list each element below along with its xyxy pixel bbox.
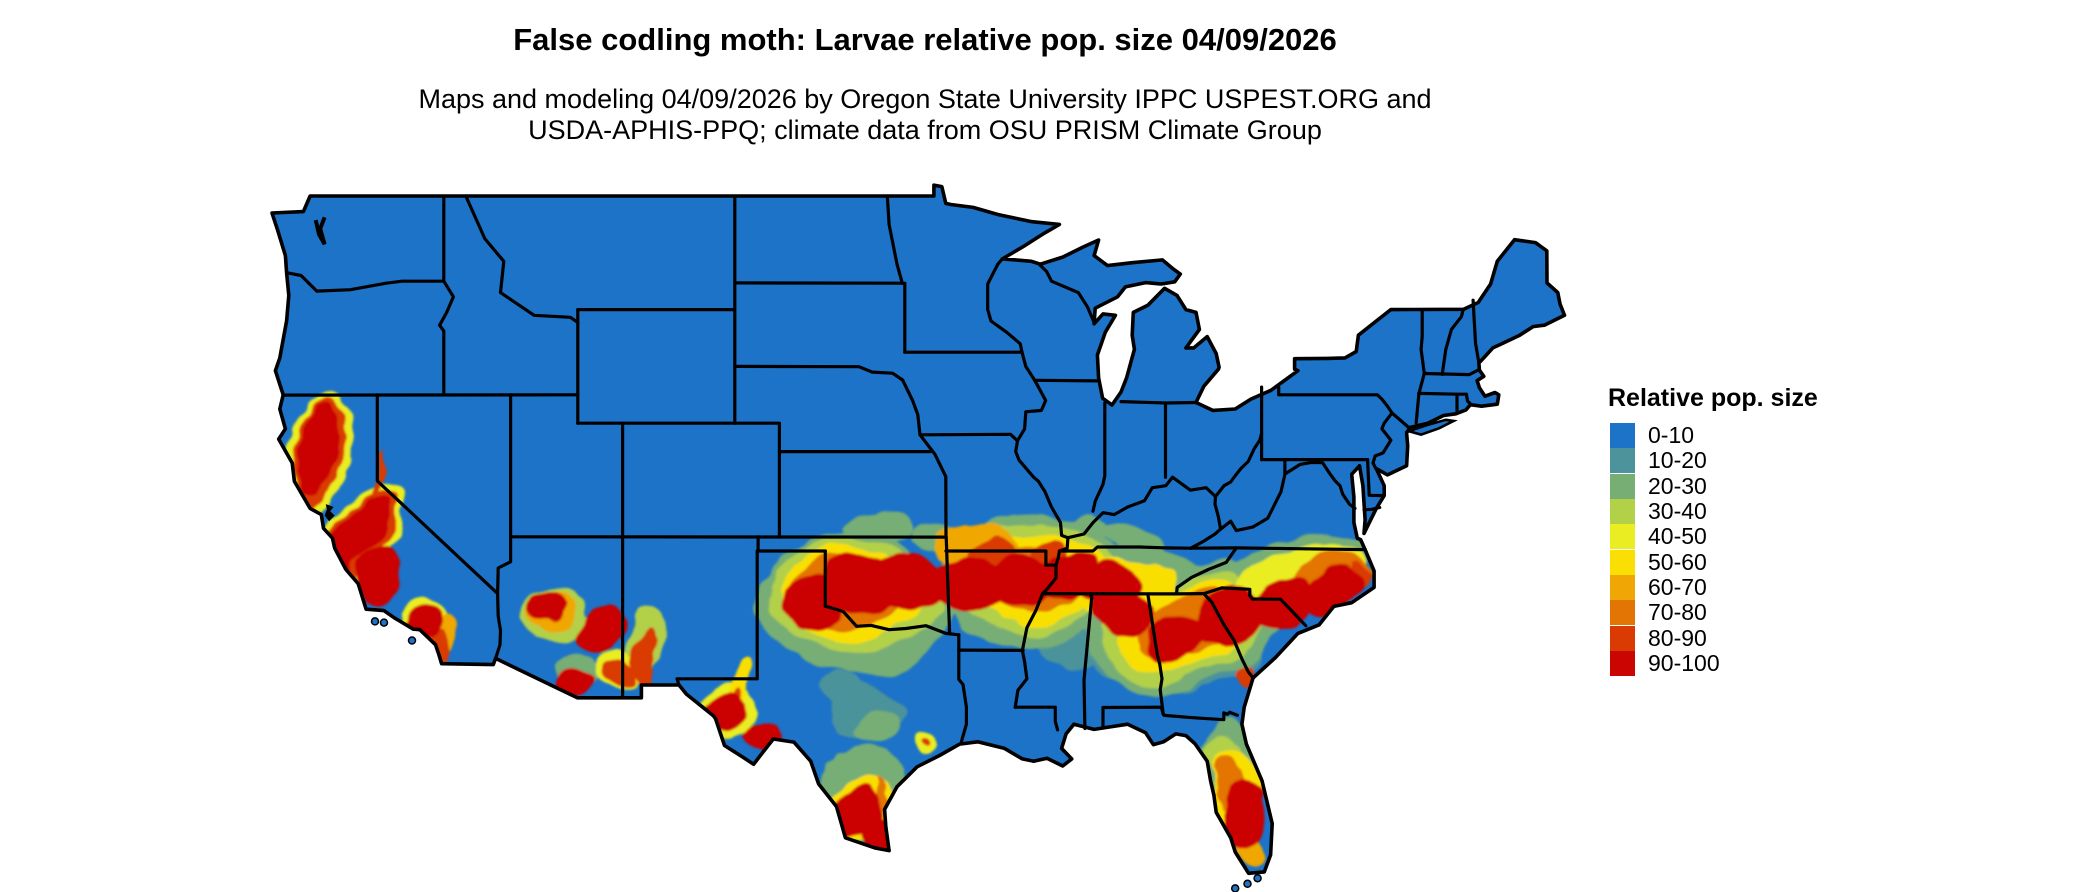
legend-swatch-5	[1610, 549, 1635, 575]
legend-swatch-1	[1610, 448, 1635, 474]
legend-label-8: 80-90	[1648, 624, 1707, 651]
legend-item-20-30: 20-30	[1608, 472, 1818, 499]
legend-title: Relative pop. size	[1608, 384, 1818, 412]
subtitle: Maps and modeling 04/09/2026 by Oregon S…	[0, 84, 1850, 146]
subtitle-line-1: Maps and modeling 04/09/2026 by Oregon S…	[418, 84, 1432, 114]
legend-label-0: 0-10	[1648, 422, 1695, 449]
legend-item-10-20: 10-20	[1608, 447, 1818, 474]
subtitle-line-2: USDA-APHIS-PPQ; climate data from OSU PR…	[528, 115, 1322, 145]
island-dot	[1243, 879, 1252, 889]
legend-swatch-9	[1610, 650, 1635, 676]
legend-swatch-6	[1610, 574, 1635, 600]
island-dot	[1230, 884, 1240, 892]
legend-rows: 0-10 10-20 20-30 30-40 40-50 50-60 60-70 70-80 8…	[1608, 422, 1818, 676]
legend-label-5: 50-60	[1648, 548, 1707, 575]
island-dot	[1253, 873, 1262, 883]
legend-swatch-2	[1610, 473, 1635, 499]
page-title: False codling moth: Larvae relative pop.…	[513, 22, 1337, 57]
land-fill	[272, 185, 1565, 874]
legend-item-70-80: 70-80	[1608, 599, 1818, 626]
island-dot	[407, 636, 417, 645]
island-dot	[379, 618, 389, 627]
state-borders	[281, 194, 1481, 743]
legend-item-30-40: 30-40	[1608, 498, 1818, 525]
san-francisco-bay	[324, 504, 335, 522]
legend-label-2: 20-30	[1648, 472, 1707, 499]
legend-swatch-3	[1610, 499, 1635, 525]
legend-item-40-50: 40-50	[1608, 523, 1818, 550]
legend-swatch-0	[1610, 423, 1635, 449]
legend-label-7: 70-80	[1648, 599, 1707, 626]
puget-sound	[313, 216, 327, 246]
legend-item-80-90: 80-90	[1608, 624, 1818, 651]
legend-swatch-4	[1610, 524, 1635, 550]
legend: Relative pop. size 0-10 10-20 20-30 30-40 40…	[1608, 384, 1818, 676]
coastline	[270, 183, 1567, 876]
long-island	[1404, 418, 1458, 436]
legend-label-6: 60-70	[1648, 573, 1707, 600]
legend-label-1: 10-20	[1648, 447, 1707, 474]
legend-label-4: 40-50	[1648, 523, 1707, 550]
legend-swatch-8	[1610, 625, 1635, 651]
island-dot	[370, 617, 380, 626]
legend-item-0-10: 0-10	[1608, 422, 1818, 449]
legend-item-90-100: 90-100	[1608, 649, 1818, 676]
legend-label-9: 90-100	[1648, 649, 1720, 676]
legend-swatch-7	[1610, 600, 1635, 626]
legend-item-50-60: 50-60	[1608, 548, 1818, 575]
legend-label-3: 30-40	[1648, 498, 1707, 525]
heat-raster	[285, 387, 1370, 867]
legend-item-60-70: 60-70	[1608, 573, 1818, 600]
